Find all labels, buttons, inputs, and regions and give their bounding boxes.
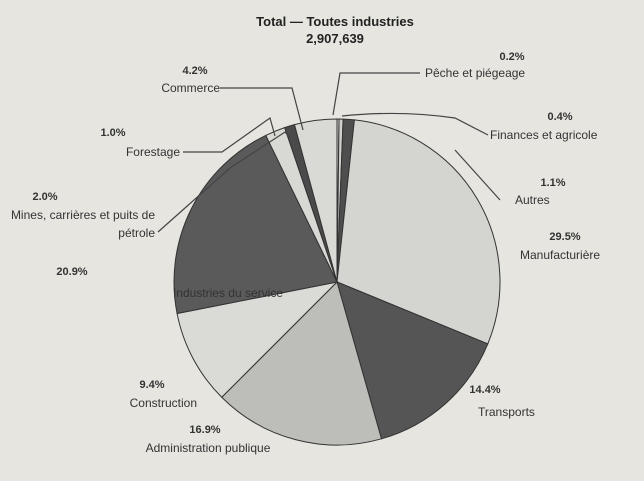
pie-slice xyxy=(336,281,489,440)
leader-line xyxy=(157,131,291,233)
leader-line xyxy=(454,149,501,201)
value-label: 16.9% xyxy=(189,424,221,436)
value-label: 4.2% xyxy=(182,65,208,77)
slice-label: Pêche et piégeage xyxy=(425,66,526,80)
value-label: 0.4% xyxy=(547,111,573,123)
slice-label: Autres xyxy=(515,193,550,207)
leader-line xyxy=(183,117,276,153)
chart-subtitle: 2,907,639 xyxy=(306,31,364,46)
slice-label: Transports xyxy=(478,405,535,419)
value-label: 1.1% xyxy=(540,177,566,189)
pie-slice xyxy=(336,119,501,345)
value-label: 0.2% xyxy=(499,51,525,63)
leader-line xyxy=(220,87,304,131)
value-label: 20.9% xyxy=(56,266,88,278)
pie-slice xyxy=(293,118,338,283)
leader-line xyxy=(341,112,489,136)
slice-label: Finances et agricole xyxy=(490,128,598,142)
slice-label: Construction xyxy=(129,396,197,410)
chart-title: Total — Toutes industries xyxy=(256,14,414,29)
value-label: 14.4% xyxy=(469,384,501,396)
slice-label: Mines, carrières et puits de pétrole xyxy=(10,208,155,240)
pie-slice xyxy=(173,134,338,315)
slice-label: Industries du service xyxy=(172,286,283,300)
value-label: 2.0% xyxy=(32,191,58,203)
leader-line xyxy=(332,72,420,116)
value-label: 29.5% xyxy=(549,231,581,243)
slice-label: Commerce xyxy=(161,81,220,95)
value-label: 9.4% xyxy=(139,379,165,391)
slice-label: Forestage xyxy=(125,145,180,159)
value-label: 1.0% xyxy=(100,127,126,139)
slice-label: Manufacturière xyxy=(520,248,601,262)
pie-slice xyxy=(176,281,339,398)
slice-label: Administration publique xyxy=(145,441,271,455)
leader-lines xyxy=(157,72,501,233)
pie-slice xyxy=(221,281,383,446)
